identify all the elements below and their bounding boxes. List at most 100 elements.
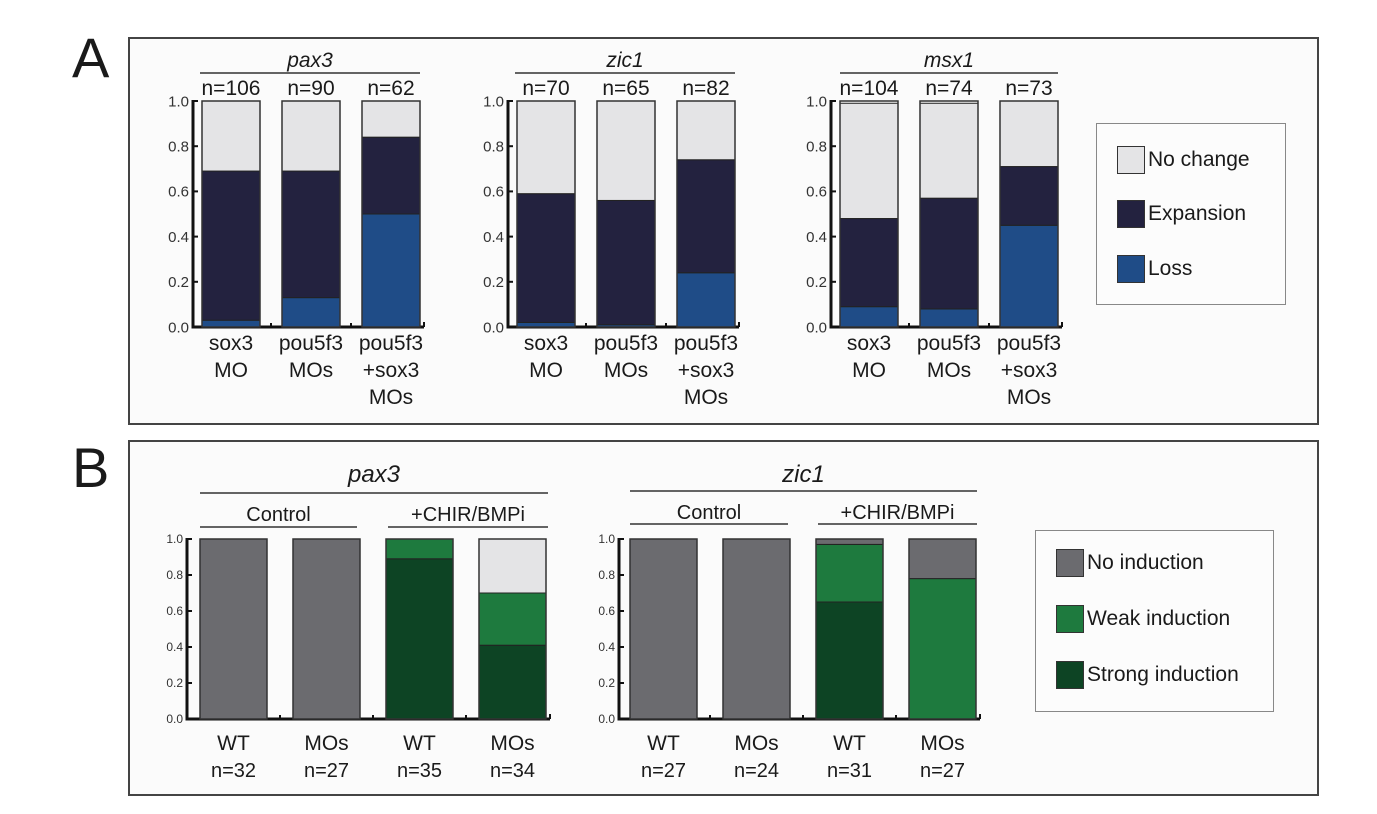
category-label: MOs (304, 732, 348, 755)
n-label: n=106 (202, 77, 261, 100)
bar-segment-expansion (676, 159, 736, 274)
bar-segment-no-change (676, 100, 736, 161)
y-tick-label-a-msx1: 0.4 (806, 229, 827, 246)
bar-outline (385, 538, 454, 720)
legend-label: No induction (1087, 551, 1204, 574)
bar-segment-loss (361, 213, 421, 328)
group-label-b-zic1-1: +CHIR/BMPi (841, 502, 955, 524)
n-label: n=104 (840, 77, 899, 100)
bar-segment-no-change (281, 100, 341, 172)
category-label: WT (833, 732, 866, 755)
bar-segment-expansion (516, 193, 576, 323)
category-label: MO (852, 359, 886, 382)
bar-segment-no-change (839, 102, 899, 220)
n-label: n=24 (734, 760, 779, 782)
category-label: WT (217, 732, 250, 755)
y-tick-label-a-zic1: 0.2 (483, 274, 504, 291)
bar-outline (516, 100, 576, 328)
bar-segment-loss (281, 297, 341, 328)
category-label: pou5f3 (594, 332, 658, 355)
y-tick-label-a-pax3: 0.4 (168, 229, 189, 246)
y-tick-label-b-pax3: 1.0 (166, 532, 183, 546)
category-label: MOs (369, 386, 413, 409)
bar-segment-expansion (919, 197, 979, 310)
bar-segment-strong-induction (815, 601, 884, 720)
y-tick-label-a-zic1: 0.8 (483, 138, 504, 155)
bar-segment-no-induction (629, 538, 698, 720)
n-label: n=82 (682, 77, 729, 100)
legend-swatch-strong-induction (1056, 661, 1084, 689)
n-label: n=90 (287, 77, 334, 100)
y-tick-label-a-msx1: 1.0 (806, 93, 827, 110)
n-label: n=27 (304, 760, 349, 782)
y-tick-label-a-zic1: 0.6 (483, 184, 504, 201)
bar-segment-loss (676, 272, 736, 328)
n-label: n=35 (397, 760, 442, 782)
y-tick-label-b-pax3: 0.4 (166, 640, 183, 654)
category-label: WT (403, 732, 436, 755)
category-label: MO (214, 359, 248, 382)
y-tick-label-b-zic1: 0.6 (598, 604, 615, 618)
legend-item-strong-induction: Strong induction (1056, 661, 1239, 689)
y-tick-label-a-msx1: 0.8 (806, 138, 827, 155)
category-label: WT (647, 732, 680, 755)
n-label: n=32 (211, 760, 256, 782)
y-tick-label-a-msx1: 0.6 (806, 184, 827, 201)
bar-segment-unlabeled-light-gray- (478, 538, 547, 594)
bar-segment-no-change (201, 100, 261, 172)
chart-title-b-pax3: pax3 (347, 461, 401, 488)
legend-label: No change (1148, 148, 1250, 171)
y-tick-label-b-zic1: 0.8 (598, 568, 615, 582)
category-label: pou5f3 (917, 332, 981, 355)
bar-outline (815, 538, 884, 720)
bar-segment-expansion (201, 170, 261, 321)
bar-segment-no-change (919, 102, 979, 199)
y-tick-label-a-pax3: 0.0 (168, 319, 189, 336)
bar-segment-no-induction (908, 538, 977, 580)
bar-outline (722, 538, 791, 720)
bar-outline (199, 538, 268, 720)
legend-panel-b: No induction Weak induction Strong induc… (1035, 530, 1274, 712)
bar-outline (908, 538, 977, 720)
bar-segment-weak-induction (908, 578, 977, 720)
category-label: pou5f3 (359, 332, 423, 355)
bar-segment-weak-induction (478, 592, 547, 646)
category-label: MOs (1007, 386, 1051, 409)
legend-swatch-expansion (1117, 200, 1145, 228)
legend-swatch-loss (1117, 255, 1145, 283)
n-label: n=34 (490, 760, 535, 782)
legend-item-no-induction: No induction (1056, 549, 1204, 577)
y-tick-label-b-zic1: 0.2 (598, 676, 615, 690)
legend-item-expansion: Expansion (1117, 200, 1246, 228)
bar-outline (478, 538, 547, 720)
legend-swatch-weak-induction (1056, 605, 1084, 633)
bar-segment-no-induction (722, 538, 791, 720)
n-label: n=74 (925, 77, 973, 100)
y-tick-label-a-pax3: 0.2 (168, 274, 189, 291)
category-label: +sox3 (678, 359, 735, 382)
legend-item-weak-induction: Weak induction (1056, 605, 1230, 633)
legend-label: Expansion (1148, 202, 1247, 225)
n-label: n=27 (920, 760, 965, 782)
panel-a-letter: A (72, 26, 110, 89)
bar-segment-loss (919, 308, 979, 328)
legend-label: Weak induction (1087, 607, 1231, 630)
bar-segment-no-induction (815, 538, 884, 545)
y-tick-label-a-zic1: 0.4 (483, 229, 504, 246)
chart-title-a-pax3: pax3 (286, 49, 333, 72)
bar-outline (839, 100, 899, 328)
category-label: MOs (734, 732, 778, 755)
bar-segment-no-change (596, 100, 656, 201)
n-label: n=62 (367, 77, 414, 100)
category-label: MOs (289, 359, 333, 382)
category-label: MO (529, 359, 563, 382)
bar-segment-expansion (361, 136, 421, 215)
group-label-b-pax3-1: +CHIR/BMPi (411, 504, 525, 526)
legend-swatch-no-induction (1056, 549, 1084, 577)
bar-segment-no-induction (199, 538, 268, 720)
group-label-b-pax3-0: Control (246, 504, 310, 526)
y-tick-label-b-zic1: 1.0 (598, 532, 615, 546)
bar-outline (999, 100, 1059, 328)
bar-segment-no-change (361, 100, 421, 138)
n-label: n=70 (522, 77, 569, 100)
